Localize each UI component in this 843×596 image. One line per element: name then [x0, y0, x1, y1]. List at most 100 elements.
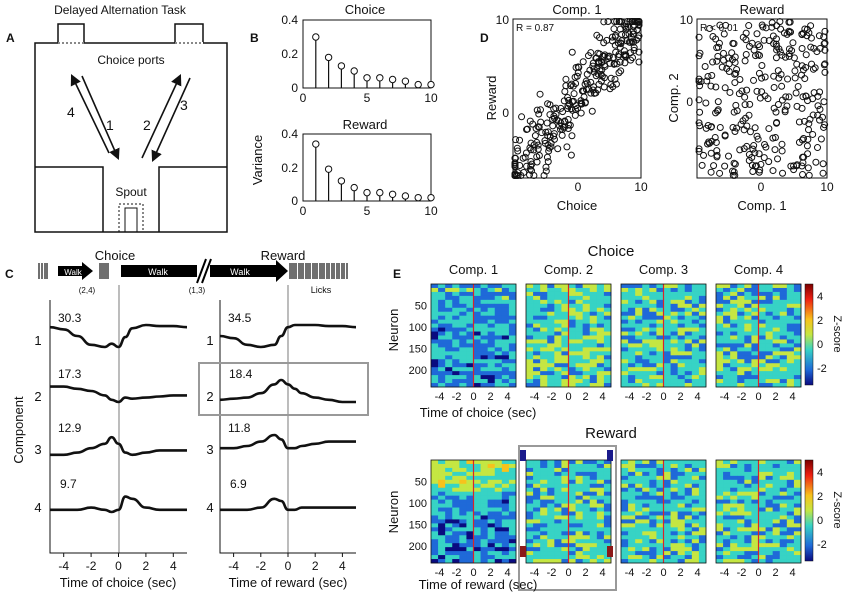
heatmap-cell	[480, 495, 488, 500]
heatmap-cell	[621, 487, 629, 492]
heatmap-cell	[656, 307, 664, 313]
heatmap-cell	[540, 359, 548, 364]
heatmap-cell	[779, 327, 788, 332]
heatmap-cell	[716, 539, 724, 544]
heatmap-cell	[568, 303, 576, 309]
heatmap-cell	[438, 299, 446, 305]
heatmap-cell	[793, 515, 802, 520]
heatmap-cell	[628, 495, 636, 500]
heatmap-cell	[642, 471, 650, 477]
heatmap-cell	[582, 543, 591, 548]
heatmap-cell	[568, 507, 576, 512]
scatter-point	[810, 89, 818, 97]
heatmap-cell	[582, 519, 591, 524]
heatmap-cell	[445, 311, 453, 316]
heatmap-cell	[494, 319, 503, 324]
heatmap-cell	[751, 547, 759, 552]
heatmap-cell	[670, 483, 678, 489]
licks-label: Licks	[311, 285, 332, 295]
heatmap-cell	[621, 463, 629, 469]
heatmap-cell	[772, 531, 781, 536]
heatmap-cell	[786, 315, 795, 320]
heatmap-cell	[716, 547, 724, 552]
scatter-point	[714, 98, 722, 106]
heatmap-cell	[438, 327, 446, 332]
heatmap-cell	[575, 523, 583, 528]
heatmap-cell	[568, 491, 576, 496]
scatter-point	[736, 146, 744, 154]
heatmap-cell	[786, 543, 795, 548]
cbar-tick: 2	[817, 315, 823, 327]
scatter-point	[806, 115, 814, 123]
heatmap-cell	[582, 323, 591, 328]
heatmap-cell	[526, 323, 534, 328]
heatmap-cell	[779, 347, 788, 352]
heatmap-cell	[575, 487, 583, 492]
scatter-point	[546, 101, 554, 109]
heatmap-cell	[649, 359, 657, 364]
heatmap-cell	[793, 495, 802, 500]
heatmap-cell	[554, 519, 562, 524]
heatmap-xtick: 0	[755, 567, 761, 579]
heatmap-cell	[656, 287, 664, 293]
heatmap-cell	[452, 527, 460, 532]
heatmap-cell	[744, 319, 752, 324]
heatmap-cell	[677, 531, 686, 536]
heatmap-cell	[621, 331, 629, 336]
heatmap-cell	[677, 483, 686, 489]
scatter-point	[635, 18, 643, 26]
heatmap-cell	[663, 559, 671, 564]
heatmap-cell	[466, 547, 474, 552]
heatmap-cell	[765, 367, 773, 372]
heatmap-cell	[487, 363, 496, 368]
heatmap-cell	[765, 299, 773, 305]
stem-title-choice: Choice	[345, 2, 385, 17]
heatmap-cell	[779, 307, 788, 313]
heatmap-cell	[487, 351, 496, 356]
heatmap-cell	[656, 507, 664, 512]
heatmap-cell	[575, 495, 583, 500]
scatter-point	[733, 65, 741, 73]
heatmap-cell	[582, 287, 591, 293]
heatmap-cell	[691, 363, 700, 368]
heatmap-cell	[473, 479, 481, 485]
scatter-right-points	[695, 18, 829, 179]
heatmap-cell	[656, 355, 664, 360]
heatmap-cell	[649, 311, 657, 316]
heatmap-cell	[779, 343, 788, 348]
heatmap-cell	[589, 311, 598, 316]
heatmap-cell	[526, 555, 534, 560]
heatmap-cell	[445, 371, 453, 376]
heatmap-cell	[452, 375, 460, 380]
heatmap-cell	[691, 499, 700, 504]
heatmap-cell	[751, 383, 759, 388]
heatmap-cell	[554, 355, 562, 360]
scatter-point	[741, 101, 749, 109]
e-reward-title: Reward	[585, 425, 637, 442]
heatmap-cell	[663, 331, 671, 336]
heatmap-cell	[758, 463, 766, 469]
heatmap-ytick: 100	[409, 498, 427, 510]
heatmap-cell	[677, 339, 686, 344]
heatmap-cell	[779, 467, 788, 473]
heatmap-cell	[723, 491, 731, 496]
heatmap-cell	[779, 375, 788, 380]
scatter-point	[769, 167, 777, 175]
heatmap-cell	[487, 523, 496, 528]
heatmap-cell	[494, 347, 503, 352]
heatmap-cell	[793, 284, 802, 289]
heatmap-cell	[533, 479, 541, 485]
heatmap-cell	[501, 311, 510, 316]
heatmap-cell	[501, 503, 510, 508]
heatmap-cell	[635, 327, 643, 332]
xtick: 10	[424, 204, 438, 218]
heatmap-cell	[452, 543, 460, 548]
heatmap-cell	[737, 503, 745, 508]
scatter-point	[778, 147, 786, 155]
heatmap-cell	[466, 511, 474, 516]
heatmap-cell	[526, 531, 534, 536]
heatmap-cell	[642, 339, 650, 344]
heatmap-cell	[561, 547, 569, 552]
heatmap-cell	[786, 523, 795, 528]
heatmap-cell	[445, 539, 453, 544]
